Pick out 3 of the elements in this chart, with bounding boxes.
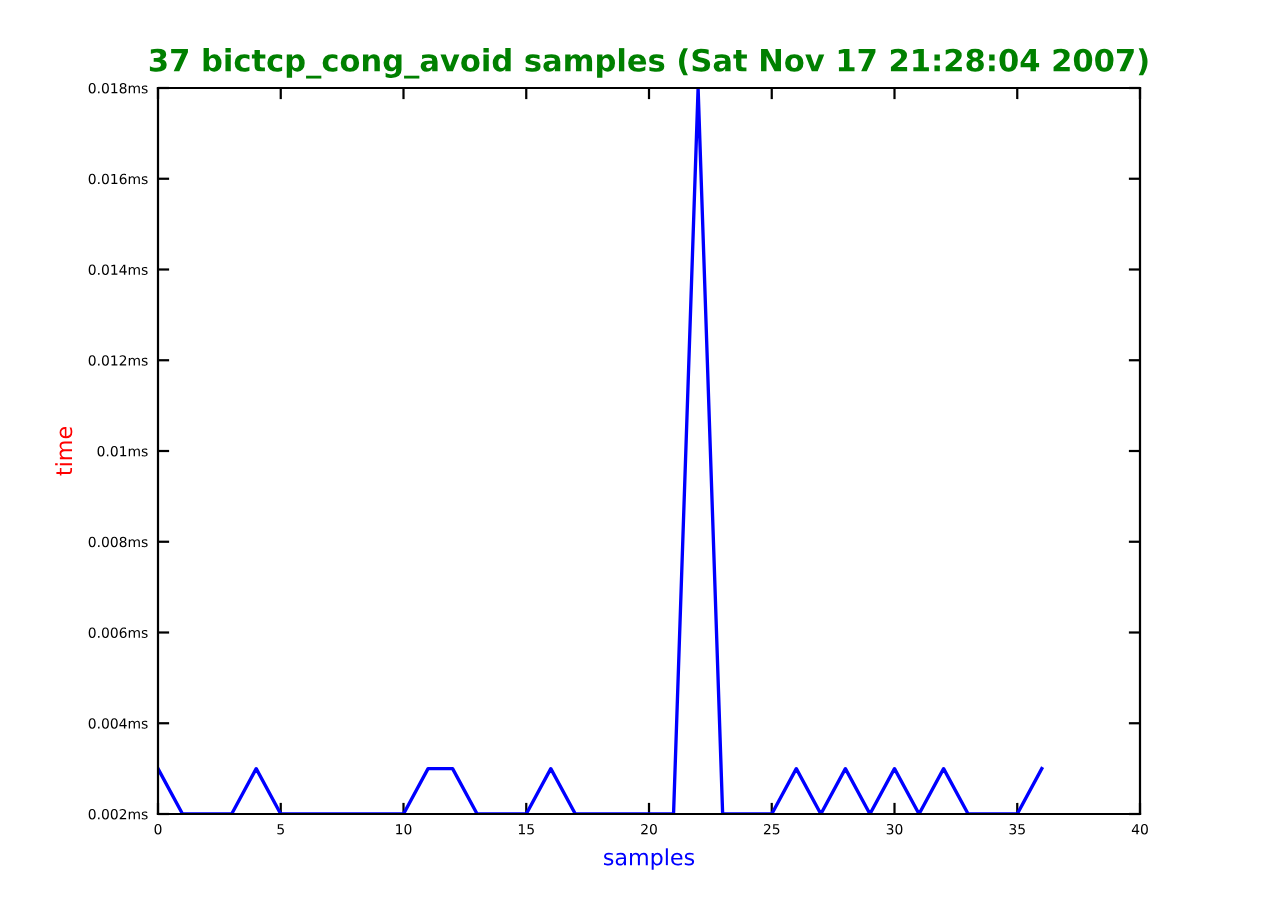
- x-axis-title: samples: [604, 848, 695, 870]
- y-axis-title: time: [55, 427, 73, 476]
- chart-title: 37 bictcp_cong_avoid samples (Sat Nov 17 21:28:04 2007): [149, 48, 1148, 79]
